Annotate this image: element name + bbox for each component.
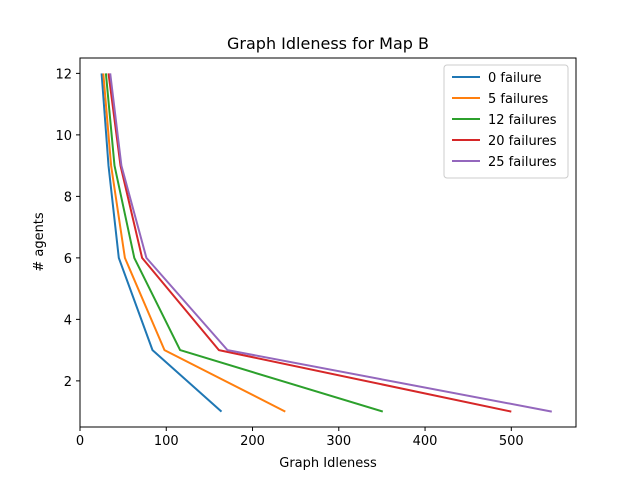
legend-label-0: 0 failure	[488, 71, 541, 86]
series-line-4	[109, 73, 552, 413]
y-tick-label-2: 6	[64, 252, 72, 267]
series-layer	[100, 73, 552, 413]
x-axis-label: Graph Idleness	[279, 456, 377, 471]
y-axis-label: # agents	[32, 212, 47, 272]
y-tick-label-0: 2	[64, 375, 72, 390]
y-tick-label-3: 8	[64, 190, 72, 205]
x-tick-label-1: 100	[154, 434, 179, 449]
x-axis: 0 100 200 300 400 500	[76, 427, 524, 449]
legend-label-4: 25 failures	[488, 155, 557, 170]
x-tick-label-3: 300	[326, 434, 351, 449]
series-line-3	[107, 73, 512, 413]
chart-title: Graph Idleness for Map B	[227, 34, 429, 53]
y-tick-label-1: 4	[64, 313, 72, 328]
series-line-1	[102, 73, 286, 413]
legend-label-3: 20 failures	[488, 134, 557, 149]
legend-label-1: 5 failures	[488, 92, 548, 107]
legend-label-2: 12 failures	[488, 113, 557, 128]
y-tick-label-4: 10	[55, 129, 72, 144]
x-tick-label-4: 400	[413, 434, 438, 449]
x-tick-label-0: 0	[76, 434, 84, 449]
x-tick-label-2: 200	[240, 434, 265, 449]
y-tick-label-5: 12	[55, 67, 72, 82]
series-line-0	[100, 73, 223, 413]
y-axis: 2 4 6 8 10 12	[55, 67, 80, 390]
plot-frame	[79, 57, 577, 428]
series-line-2	[104, 73, 384, 413]
legend: 0 failure 5 failures 12 failures 20 failure…	[443, 64, 569, 179]
legend-box	[443, 64, 569, 179]
x-tick-label-5: 500	[499, 434, 524, 449]
